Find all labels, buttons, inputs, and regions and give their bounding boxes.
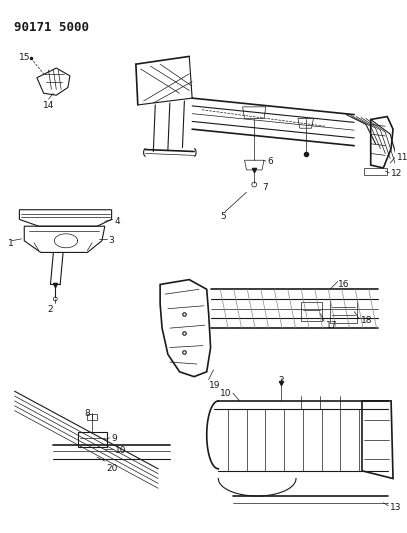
- Text: 9: 9: [112, 434, 117, 443]
- Text: 2: 2: [279, 376, 284, 385]
- Text: 6: 6: [268, 157, 274, 166]
- Text: 2: 2: [48, 305, 53, 314]
- Text: 3: 3: [109, 236, 114, 245]
- Text: 8: 8: [85, 409, 90, 418]
- Text: 20: 20: [107, 464, 118, 473]
- Text: 19: 19: [209, 382, 220, 391]
- Text: 12: 12: [391, 169, 403, 178]
- Text: 13: 13: [390, 503, 402, 512]
- Text: 17: 17: [326, 321, 337, 330]
- Text: 11: 11: [397, 154, 407, 163]
- Text: 10: 10: [114, 446, 126, 455]
- Text: 16: 16: [338, 280, 349, 288]
- Text: 90171 5000: 90171 5000: [13, 21, 89, 35]
- Text: 4: 4: [114, 217, 120, 227]
- Text: 14: 14: [43, 101, 54, 110]
- Text: 18: 18: [361, 317, 372, 326]
- Text: 7: 7: [262, 183, 268, 191]
- Text: 10: 10: [220, 389, 232, 398]
- Text: 1: 1: [8, 239, 13, 248]
- Text: 15: 15: [20, 53, 31, 61]
- Polygon shape: [88, 415, 97, 421]
- Text: 5: 5: [220, 212, 226, 221]
